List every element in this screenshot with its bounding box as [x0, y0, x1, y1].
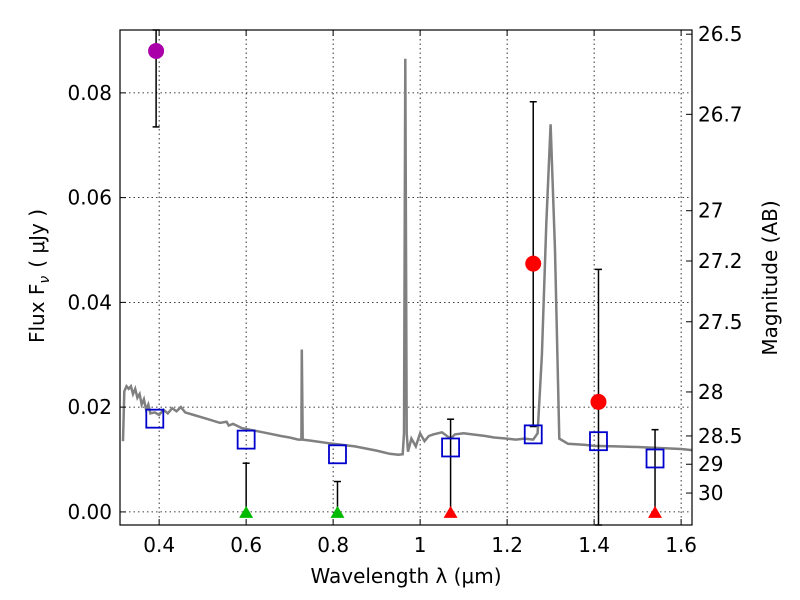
y-axis-label-main: Flux F: [25, 284, 49, 343]
x-tick-label: 1.6: [665, 533, 697, 557]
x-tick-label: 0.4: [143, 533, 175, 557]
y2-tick-label: 28: [698, 380, 723, 404]
upper-limit-marker: [648, 505, 663, 518]
y-axis-label-subscript: ν: [37, 276, 53, 284]
y2-tick-label: 26.7: [698, 102, 743, 126]
upper-limit-marker: [330, 505, 345, 518]
y-tick-label: 0.06: [67, 186, 112, 210]
y2-tick-label: 29: [698, 452, 723, 476]
y2-tick-label: 30: [698, 481, 723, 505]
upper-limit-marker: [443, 505, 458, 518]
model-photometry-square: [441, 437, 460, 458]
x-tick-label: 1.2: [491, 533, 523, 557]
axes: 0.4 0.6 0.8 1 1.2 1.4 1.6 0.00 0.02 0.04 0.06 0.08 2…: [67, 22, 742, 557]
y-tick-label: 0.02: [67, 395, 112, 419]
y2-tick-label: 27.5: [698, 310, 743, 334]
model-photometry-square: [328, 444, 347, 465]
data-marks: [145, 29, 665, 526]
model-photometry-square: [589, 431, 608, 452]
detection-point: [148, 42, 165, 59]
y2-axis-label: Magnitude (AB): [758, 200, 782, 355]
model-photometry-square: [236, 429, 256, 450]
x-tick-label: 0.6: [230, 533, 262, 557]
sed-model-line: [121, 58, 693, 457]
x-tick-label: 0.8: [317, 533, 349, 557]
y-tick-label: 0.00: [67, 500, 112, 524]
grid: [120, 30, 692, 525]
x-tick-label: 1.4: [578, 533, 610, 557]
plot-frame: [119, 29, 693, 526]
model-photometry-square: [645, 448, 665, 469]
detection-point: [525, 255, 542, 272]
y-axis-label: Flux Fν ( μJy ): [25, 209, 53, 343]
y2-tick-label: 26.5: [698, 22, 743, 46]
y2-tick-label: 27.2: [698, 249, 743, 273]
y2-tick-label: 27: [698, 199, 723, 223]
model-photometry-square: [523, 424, 543, 445]
y-axis-label-unit: ( μJy ): [25, 209, 49, 268]
y-tick-label: 0.04: [67, 290, 112, 314]
x-axis-label: Wavelength λ (μm): [310, 564, 501, 588]
y2-tick-label: 28.5: [698, 424, 743, 448]
detection-point: [590, 393, 607, 410]
model-photometry-square: [145, 408, 165, 429]
x-tick-label: 1: [414, 533, 427, 557]
upper-limit-marker: [239, 505, 254, 518]
y-tick-label: 0.08: [67, 81, 112, 105]
